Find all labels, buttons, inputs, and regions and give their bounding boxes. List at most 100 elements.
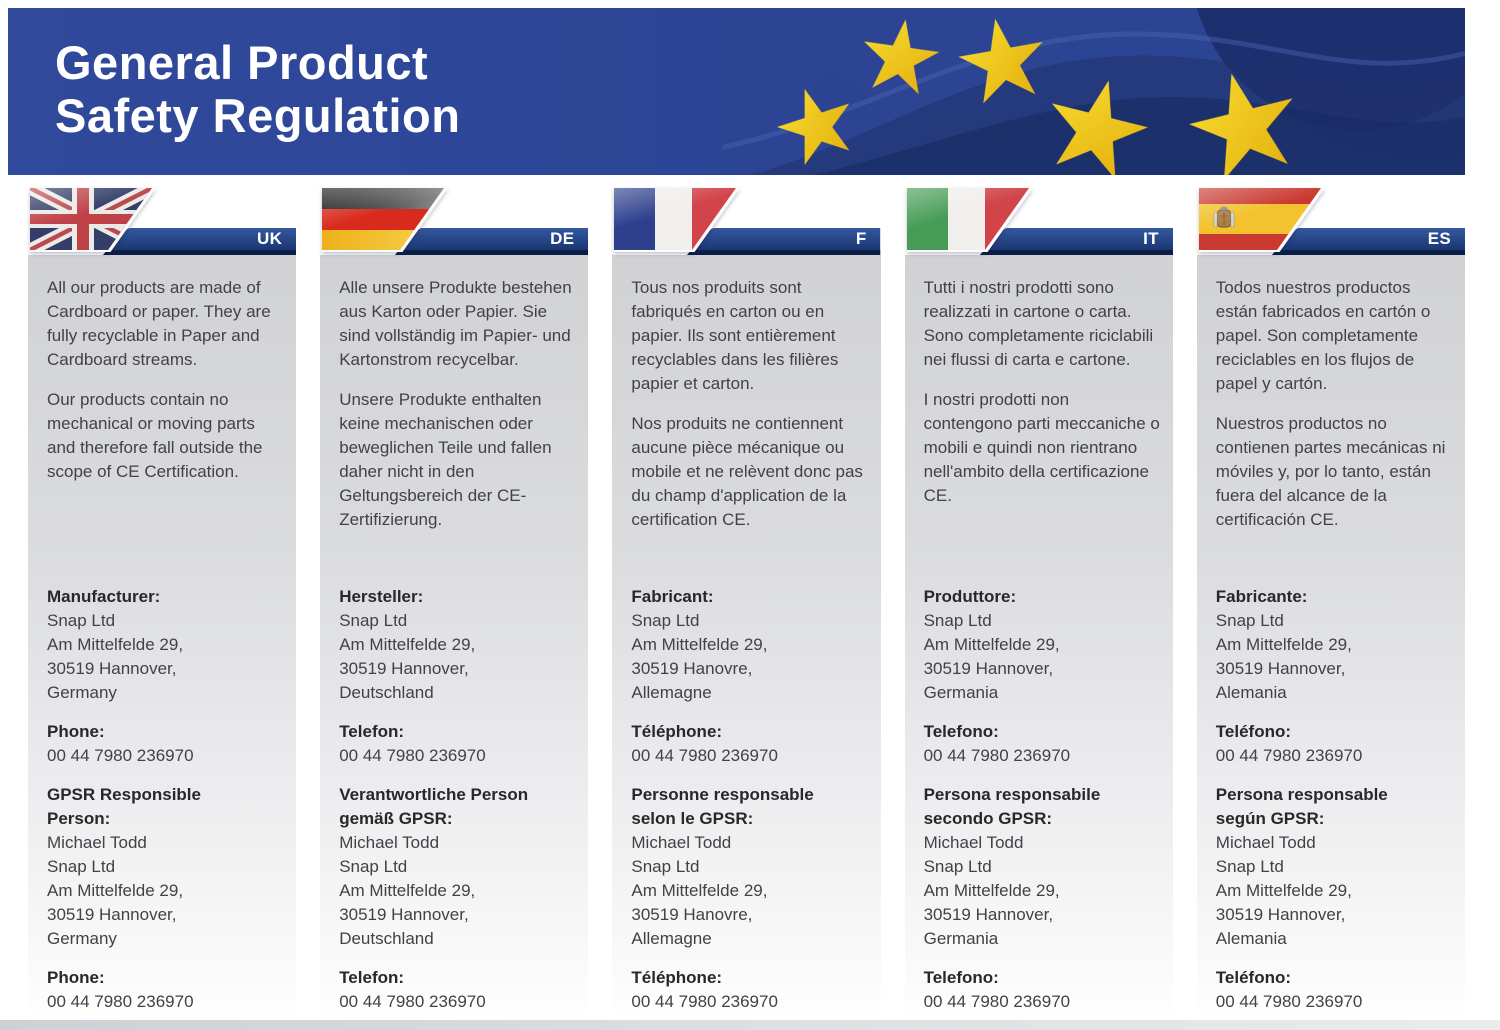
phone-block: Teléfono: 00 44 7980 236970 (1216, 720, 1453, 768)
phone-label: Teléfono: (1215, 722, 1292, 741)
column-header: DE (320, 185, 589, 255)
phone-value: 00 44 7980 236970 (1215, 992, 1363, 1011)
manufacturer-name: Snap Ltd (339, 611, 408, 630)
language-code: DE (550, 229, 575, 248)
responsible-company: Snap Ltd (631, 857, 700, 876)
address-line: Am Mittelfelde 29, (631, 881, 768, 900)
column-header: F (612, 185, 881, 255)
phone-block: Telefon: 00 44 7980 236970 (339, 720, 576, 768)
phone-label: Téléphone: (631, 722, 723, 741)
address-line: Am Mittelfelde 29, (47, 881, 184, 900)
address-line: 30519 Hannover, (47, 659, 177, 678)
manufacturer-block: Fabricante: Snap Ltd Am Mittelfelde 29, … (1216, 585, 1453, 705)
language-code: F (855, 229, 867, 248)
address-line: Allemagne (631, 683, 712, 702)
address-line: 30519 Hannover, (923, 659, 1054, 678)
phone-label: Telefono: (923, 722, 999, 741)
responsible-label: Verantwortliche Person gemäß GPSR: (339, 785, 529, 828)
page-title-line1: General Product (55, 36, 429, 89)
responsible-label: Persona responsable según GPSR: (1215, 785, 1388, 828)
product-paragraphs: All our products are made of Cardboard o… (47, 276, 284, 570)
materials-paragraph: Todos nuestros productos están fabricado… (1215, 278, 1431, 393)
responsible-name: Michael Todd (339, 833, 440, 852)
responsible-name: Michael Todd (1215, 833, 1316, 852)
manufacturer-label: Produttore: (923, 587, 1017, 606)
info-box: Todos nuestros productos están fabricado… (1196, 255, 1465, 1012)
address-line: 30519 Hanovre, (631, 659, 753, 678)
badge-shape (1271, 228, 1465, 255)
address-line: Am Mittelfelde 29, (339, 635, 476, 654)
phone-value: 00 44 7980 236970 (1215, 746, 1363, 765)
address-line: 30519 Hannover, (339, 905, 469, 924)
ce-paragraph: Unsere Produkte enthalten keine mechanis… (339, 390, 552, 529)
language-code: UK (257, 229, 283, 248)
language-column-it: IT Tut (904, 185, 1173, 1014)
badge-shape (979, 228, 1173, 255)
badge-shape (103, 228, 297, 255)
phone-block: Telefono: 00 44 7980 236970 (924, 720, 1161, 768)
phone-block-2: Telefon: 00 44 7980 236970 (339, 966, 576, 1014)
responsible-name: Michael Todd (47, 833, 147, 852)
address-line: Alemania (1215, 683, 1287, 702)
manufacturer-block: Hersteller: Snap Ltd Am Mittelfelde 29, … (339, 585, 576, 705)
phone-value: 00 44 7980 236970 (339, 746, 486, 765)
address-line: Am Mittelfelde 29, (339, 881, 476, 900)
responsible-company: Snap Ltd (47, 857, 116, 876)
info-box: Tous nos produits sont fabriqués en cart… (612, 255, 881, 1012)
language-column-es: ES (1196, 185, 1465, 1012)
language-column-de: DE All (320, 185, 589, 1014)
address-line: Am Mittelfelde 29, (47, 635, 184, 654)
language-badge: DE (395, 228, 589, 255)
badge-shape (687, 228, 881, 255)
responsible-name: Michael Todd (631, 833, 732, 852)
france-flag-icon (614, 188, 741, 252)
product-paragraphs: Alle unsere Produkte bestehen aus Karton… (339, 276, 576, 570)
address-line: Germania (923, 929, 999, 948)
info-box: Tutti i nostri prodotti sono realizzati … (904, 255, 1173, 1014)
manufacturer-name: Snap Ltd (47, 611, 116, 630)
address-line: Deutschland (339, 929, 434, 948)
language-badge: UK (103, 228, 297, 255)
address-line: Am Mittelfelde 29, (923, 635, 1060, 654)
language-column-uk: UK (28, 185, 297, 1012)
manufacturer-label: Hersteller: (339, 587, 424, 606)
uk-flag-icon (30, 188, 156, 252)
phone-value: 00 44 7980 236970 (47, 992, 194, 1011)
phone-block: Phone: 00 44 7980 236970 (47, 720, 284, 768)
phone-label: Telefon: (339, 722, 405, 741)
address-line: Am Mittelfelde 29, (631, 635, 768, 654)
manufacturer-label: Fabricante: (1215, 587, 1308, 606)
eu-flag-graphic (723, 8, 1465, 175)
responsible-company: Snap Ltd (923, 857, 992, 876)
ce-paragraph: Nos produits ne contiennent aucune pièce… (631, 414, 863, 529)
materials-paragraph: Tous nos produits sont fabriqués en cart… (631, 278, 839, 393)
language-badge: ES (1271, 228, 1465, 255)
manufacturer-name: Snap Ltd (1215, 611, 1284, 630)
materials-paragraph: Alle unsere Produkte bestehen aus Karton… (339, 278, 572, 369)
phone-block: Téléphone: 00 44 7980 236970 (631, 720, 868, 768)
product-paragraphs: Tous nos produits sont fabriqués en cart… (631, 276, 868, 570)
spain-flag-icon (1198, 188, 1325, 252)
responsible-block: Personne responsable selon le GPSR: Mich… (631, 783, 868, 951)
language-columns: UK (28, 185, 1465, 1012)
column-header: IT (905, 185, 1173, 255)
address-line: Germania (923, 683, 999, 702)
phone-label: Phone: (47, 722, 105, 741)
phone-value: 00 44 7980 236970 (923, 992, 1071, 1011)
responsible-company: Snap Ltd (1215, 857, 1284, 876)
product-paragraphs: Tutti i nostri prodotti sono realizzati … (924, 276, 1161, 570)
column-header: ES (1197, 185, 1465, 255)
italy-flag-icon (906, 188, 1033, 252)
responsible-name: Michael Todd (923, 833, 1024, 852)
phone-block-2: Telefono: 00 44 7980 236970 (924, 966, 1161, 1014)
ce-paragraph: Nuestros productos no contienen partes m… (1215, 414, 1446, 529)
footer-strip (0, 1020, 1500, 1030)
phone-value: 00 44 7980 236970 (339, 992, 486, 1011)
address-line: 30519 Hanovre, (631, 905, 753, 924)
address-line: Deutschland (339, 683, 434, 702)
manufacturer-block: Produttore: Snap Ltd Am Mittelfelde 29, … (924, 585, 1161, 705)
address-line: 30519 Hannover, (1215, 905, 1346, 924)
address-line: Am Mittelfelde 29, (923, 881, 1060, 900)
language-code: IT (1143, 229, 1159, 248)
phone-value: 00 44 7980 236970 (631, 746, 778, 765)
